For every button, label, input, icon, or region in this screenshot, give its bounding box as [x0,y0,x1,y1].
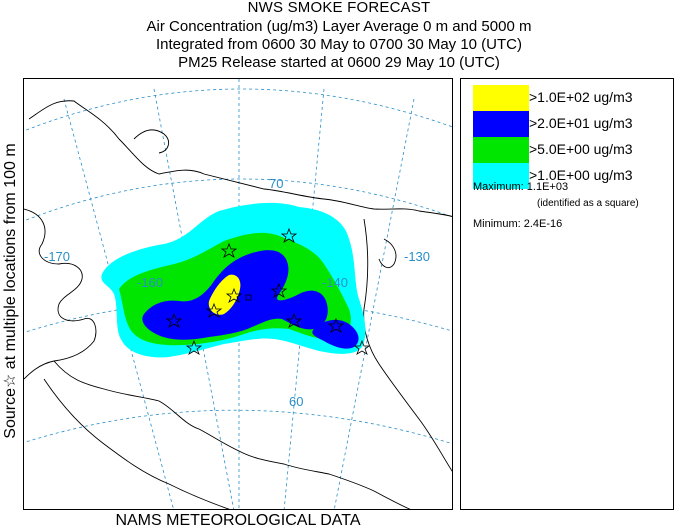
star-icon [280,227,298,243]
longitude-line-170 [63,98,174,509]
footer-data-source: NAMS METEOROLOGICAL DATA [115,512,361,529]
legend-item: >1.0E+02 ug/m3 [473,85,673,111]
lon-label-170: -170 [44,249,70,264]
legend-item: >2.0E+01 ug/m3 [473,111,673,137]
west-coast [24,208,97,380]
canada-border [363,218,452,472]
coastline [24,100,452,509]
subtitle-concentration: Air Concentration (ug/m3) Layer Average … [146,18,532,35]
peninsula-coast [43,378,230,509]
lat-label-70: 70 [269,176,283,191]
legend-item: >1.0E+00 ug/m3 [473,163,673,189]
star-icon [285,312,303,328]
north-coast [28,100,452,217]
legend-swatch-yellow [473,85,529,111]
latitude-line-75 [24,88,452,132]
lon-label-160: -160 [137,275,163,290]
legend-swatch-blue [473,111,529,137]
island-outline [133,129,170,154]
map-canvas: -170 -160 -140 -130 70 60 [24,79,452,509]
source-markers [165,227,371,355]
legend-label: >1.0E+02 ug/m3 [529,89,633,105]
source-side-label: Source☆ at multiple locations from 100 m [2,143,19,439]
star-icon [353,339,371,355]
latitude-line-70 [24,178,452,222]
page-title: NWS SMOKE FORECAST [247,0,431,16]
star-icon [165,312,183,328]
maximum-value: Maximum: 1.1E+03 [473,181,569,193]
legend-label: >2.0E+01 ug/m3 [529,115,633,131]
lon-label-130: -130 [404,249,430,264]
legend-label: >1.0E+00 ug/m3 [529,167,633,183]
lat-label-60: 60 [289,394,303,409]
map-panel: -170 -160 -140 -130 70 60 [23,78,453,510]
star-icon [270,282,288,298]
subtitle-release: PM25 Release started at 0600 29 May 10 (… [178,54,500,71]
lon-label-140: -140 [322,275,348,290]
legend-label: >5.0E+00 ug/m3 [529,141,633,157]
legend-panel: >1.0E+02 ug/m3 >2.0E+01 ug/m3 >5.0E+00 u… [460,78,674,510]
maximum-square [245,294,252,301]
minimum-value: Minimum: 2.4E-16 [473,218,563,230]
latitude-line-60 [24,409,452,445]
maximum-note: (identified as a square) [537,198,639,209]
legend-swatch-cyan [473,163,529,189]
star-icon [220,242,238,258]
subtitle-integration: Integrated from 0600 30 May to 0700 30 M… [155,36,523,53]
longitude-line-130 [333,98,415,509]
star-icon [225,287,243,303]
star-icon [327,317,345,333]
legend-item: >5.0E+00 ug/m3 [473,137,673,163]
star-icon [205,302,223,318]
contour-level-4 [208,274,241,315]
south-coast [53,360,411,509]
star-icon [185,339,203,355]
legend-swatch-green [473,137,529,163]
contour-level-3-east [312,319,359,349]
inlet-outline [378,238,397,269]
